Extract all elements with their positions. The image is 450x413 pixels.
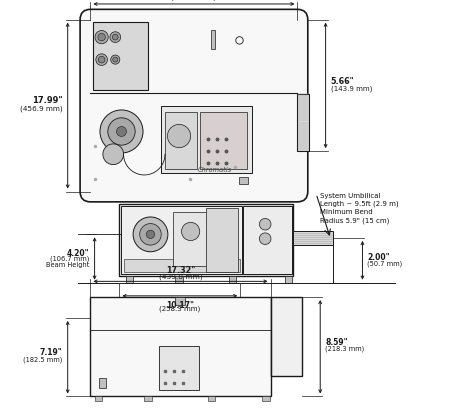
Bar [270,297,302,376]
Bar [94,396,102,401]
Bar [293,232,333,245]
Text: 17.32": 17.32" [166,265,195,274]
Bar [207,396,215,401]
Bar [262,396,270,401]
Text: (106.7 mm): (106.7 mm) [50,255,90,262]
Bar [243,207,292,274]
Text: 17.99": 17.99" [32,96,63,104]
Circle shape [108,119,135,146]
Circle shape [146,230,155,239]
Circle shape [181,223,200,241]
Circle shape [103,145,124,165]
Text: 2.00": 2.00" [367,252,390,261]
Circle shape [117,127,126,137]
Circle shape [259,233,271,245]
Circle shape [98,34,105,42]
Text: (456.9 mm): (456.9 mm) [20,105,63,112]
Bar [93,23,148,91]
Bar [99,378,106,388]
Circle shape [100,111,143,154]
Bar [285,277,293,283]
Text: (50.7 mm): (50.7 mm) [367,259,403,266]
Text: 10.17": 10.17" [166,300,194,309]
Bar [297,94,309,152]
Bar [90,297,270,396]
Text: Chromatis: Chromatis [198,166,232,172]
Text: 5.66": 5.66" [331,77,354,86]
Bar [200,112,248,169]
Bar [175,277,183,283]
Text: (182.5 mm): (182.5 mm) [23,355,63,362]
Bar [119,204,293,277]
Text: 8.59": 8.59" [325,337,348,346]
Bar [239,177,248,185]
Circle shape [133,217,168,252]
Circle shape [113,58,118,63]
Bar [173,212,208,266]
Text: (218.3 mm): (218.3 mm) [325,345,364,351]
Bar [207,209,238,273]
Text: 7.19": 7.19" [40,347,63,356]
Bar [211,31,216,50]
Bar [121,207,242,274]
Bar [124,260,240,273]
Bar [161,107,252,173]
Circle shape [98,57,105,64]
Bar [126,277,133,283]
Bar [159,346,198,390]
Circle shape [259,219,271,230]
Bar [144,396,152,401]
Circle shape [112,35,118,41]
Circle shape [95,31,108,45]
Circle shape [140,224,161,245]
Text: Beam Height: Beam Height [46,261,90,267]
Circle shape [110,33,121,43]
Circle shape [96,55,108,66]
Text: 4.20": 4.20" [67,249,90,258]
Bar [229,277,236,283]
Text: (258.3 mm): (258.3 mm) [159,305,201,312]
Text: (143.9 mm): (143.9 mm) [331,85,372,92]
Circle shape [167,125,191,148]
Bar [175,297,185,305]
Text: (439.8 mm): (439.8 mm) [158,273,202,279]
Circle shape [111,56,120,65]
Text: System Umbilical
Length ~ 9.5ft (2.9 m)
Minimum Bend
Radius 5.9" (15 cm): System Umbilical Length ~ 9.5ft (2.9 m) … [320,192,399,223]
Text: (477.9 mm): (477.9 mm) [171,0,216,2]
FancyBboxPatch shape [80,10,308,202]
Bar [165,112,197,169]
